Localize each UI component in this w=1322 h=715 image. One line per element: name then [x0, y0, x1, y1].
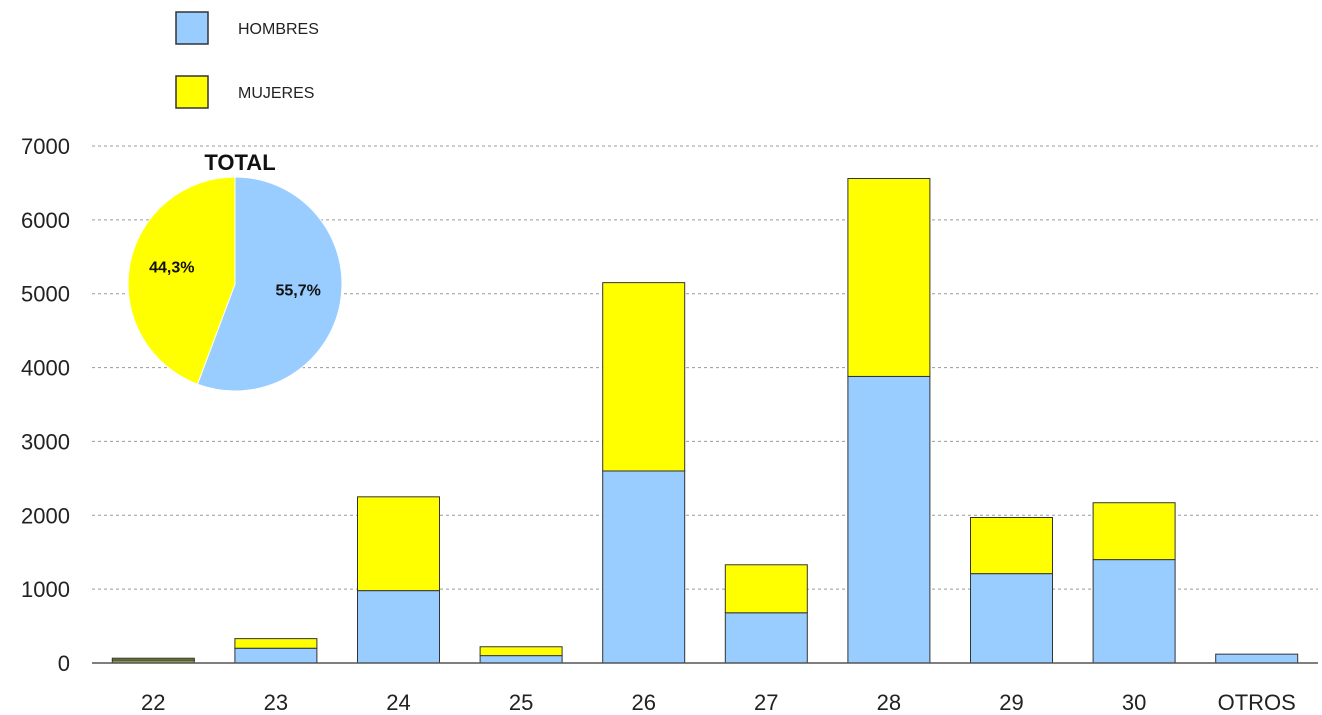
bar-hombres-26 — [603, 471, 685, 663]
legend-swatch-hombres — [176, 12, 208, 44]
legend: HOMBRES MUJERES — [176, 12, 319, 108]
bar-hombres-25 — [480, 656, 562, 663]
x-tick-label: 22 — [141, 690, 165, 715]
x-tick-label: 27 — [754, 690, 778, 715]
x-axis-ticks: 22 23 24 25 26 27 28 29 30 OTROS — [141, 690, 1296, 715]
bar-mujeres-26 — [603, 283, 685, 471]
x-tick-label: 26 — [631, 690, 655, 715]
y-tick-label: 7000 — [21, 134, 70, 159]
pie-chart: TOTAL 55,7% 44,3% — [128, 150, 342, 391]
bar-mujeres-27 — [725, 565, 807, 613]
x-tick-label: 25 — [509, 690, 533, 715]
y-axis-ticks: 0 1000 2000 3000 4000 5000 6000 7000 — [21, 134, 70, 676]
y-tick-label: 3000 — [21, 429, 70, 454]
bar-hombres-28 — [848, 376, 930, 663]
bar-hombres-30 — [1093, 560, 1175, 663]
x-tick-label: 28 — [877, 690, 901, 715]
bar-hombres-24 — [358, 591, 440, 663]
pie-title: TOTAL — [204, 150, 275, 175]
legend-label-mujeres: MUJERES — [238, 85, 314, 102]
x-tick-label: 30 — [1122, 690, 1146, 715]
y-tick-label: 4000 — [21, 356, 70, 381]
bar-mujeres-23 — [235, 639, 317, 649]
pie-label-mujeres: 44,3% — [149, 260, 194, 277]
bar-mujeres-22 — [112, 658, 194, 660]
legend-swatch-mujeres — [176, 76, 208, 108]
x-tick-label: 24 — [386, 690, 410, 715]
bar-mujeres-30 — [1093, 503, 1175, 560]
legend-label-hombres: HOMBRES — [238, 21, 319, 38]
y-tick-label: 1000 — [21, 577, 70, 602]
bar-hombres-29 — [971, 574, 1053, 663]
y-tick-label: 6000 — [21, 208, 70, 233]
y-tick-label: 5000 — [21, 282, 70, 307]
x-tick-label: 29 — [999, 690, 1023, 715]
bar-hombres-otros — [1216, 654, 1298, 663]
bar-mujeres-28 — [848, 178, 930, 376]
y-tick-label: 2000 — [21, 503, 70, 528]
pie-label-hombres: 55,7% — [275, 282, 320, 299]
bar-hombres-23 — [235, 648, 317, 663]
x-tick-label: 23 — [264, 690, 288, 715]
bar-mujeres-25 — [480, 647, 562, 656]
y-tick-label: 0 — [58, 651, 70, 676]
bar-mujeres-24 — [358, 497, 440, 591]
bar-hombres-27 — [725, 613, 807, 663]
x-tick-label: OTROS — [1218, 690, 1296, 715]
bar-mujeres-29 — [971, 518, 1053, 574]
